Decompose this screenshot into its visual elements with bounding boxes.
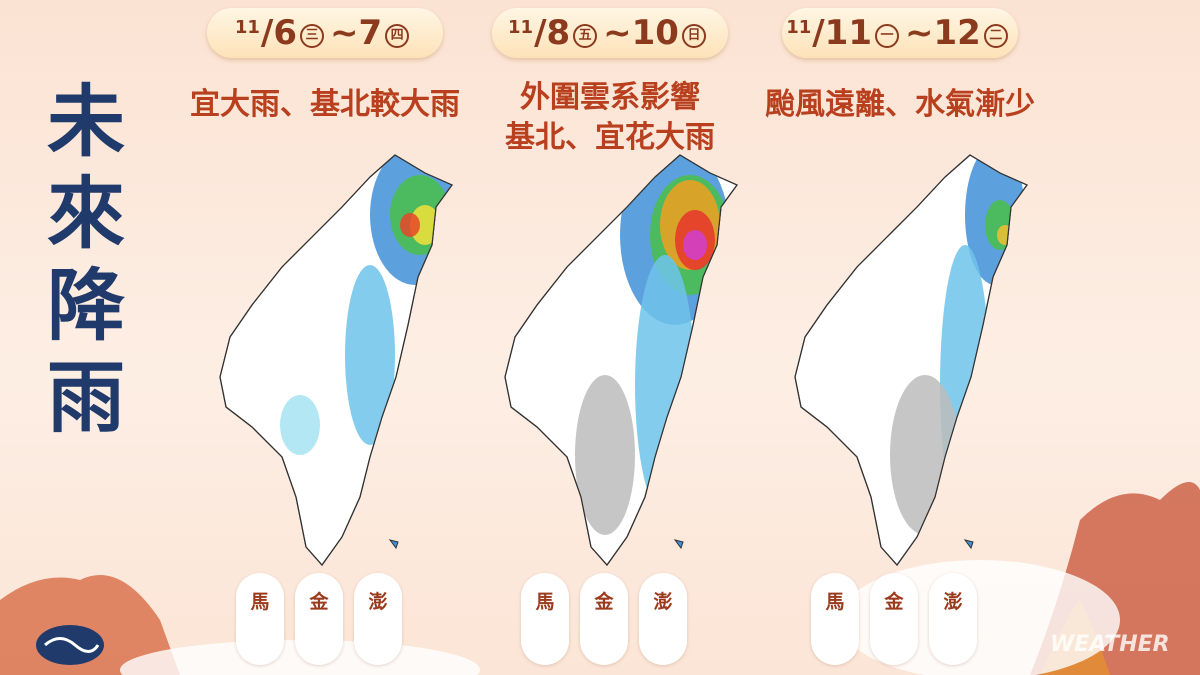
rain-area xyxy=(345,265,395,445)
date-end: ~10 xyxy=(603,13,679,53)
orchid-island xyxy=(963,539,974,550)
rain-area xyxy=(890,375,960,535)
rain-map xyxy=(219,154,453,566)
island-label: 馬 xyxy=(535,591,555,613)
rain-area xyxy=(683,230,707,260)
island-chip: 澎 xyxy=(354,573,402,665)
island-chip: 馬 xyxy=(811,573,859,665)
rain-area xyxy=(575,375,635,535)
date-start: /6 xyxy=(260,13,297,53)
headline: 宜大雨、基北較大雨 xyxy=(165,85,485,125)
date-pill: 11/6 三 ~7 四 xyxy=(207,8,443,58)
rain-map xyxy=(504,154,738,566)
island-label: 澎 xyxy=(653,591,673,613)
orchid-island xyxy=(388,539,399,550)
headline-line: 外圍雲系影響 xyxy=(520,80,700,115)
island-chip: 馬 xyxy=(521,573,569,665)
island-label: 金 xyxy=(884,591,904,613)
headline: 颱風遠離、水氣漸少 xyxy=(740,85,1060,125)
island-label: 馬 xyxy=(250,591,270,613)
date-month: 11 xyxy=(786,16,812,38)
island-chip: 澎 xyxy=(639,573,687,665)
main-title: 未來降雨 xyxy=(34,80,124,448)
island-chip: 馬 xyxy=(236,573,284,665)
date-month: 11 xyxy=(234,16,260,38)
date-start: /8 xyxy=(534,13,571,53)
rain-area xyxy=(997,225,1013,245)
rain-area xyxy=(400,213,420,237)
headline-line: 宜大雨、基北較大雨 xyxy=(190,87,460,122)
rain-area xyxy=(635,255,695,515)
island-label: 金 xyxy=(309,591,329,613)
island-label: 馬 xyxy=(825,591,845,613)
island-label: 澎 xyxy=(368,591,388,613)
island-label: 金 xyxy=(594,591,614,613)
headline-line: 基北、宜花大雨 xyxy=(505,120,715,155)
date-end: ~7 xyxy=(329,13,383,53)
headline-line: 颱風遠離、水氣漸少 xyxy=(765,87,1035,122)
orchid-island xyxy=(673,539,684,550)
island-chip: 金 xyxy=(870,573,918,665)
rain-map xyxy=(794,154,1028,566)
island-chip: 澎 xyxy=(929,573,977,665)
date-pill: 11/11 一 ~12 二 xyxy=(782,8,1018,58)
watermark: WEATHER xyxy=(1050,632,1170,657)
island-label: 澎 xyxy=(943,591,963,613)
date-weekday: 二 xyxy=(983,24,1008,48)
headline: 外圍雲系影響 基北、宜花大雨 xyxy=(450,78,770,158)
date-month: 11 xyxy=(508,16,534,38)
date-weekday: 五 xyxy=(573,24,598,48)
island-chip: 金 xyxy=(295,573,343,665)
date-start: /11 xyxy=(812,13,872,53)
island-chip: 金 xyxy=(580,573,628,665)
date-pill: 11/8 五 ~10 日 xyxy=(492,8,728,58)
date-end: ~12 xyxy=(904,13,981,53)
rain-area xyxy=(940,245,990,525)
date-weekday: 四 xyxy=(385,24,410,48)
date-weekday: 一 xyxy=(874,24,899,48)
date-weekday: 日 xyxy=(681,24,706,48)
logo xyxy=(36,625,104,665)
date-weekday: 三 xyxy=(299,24,324,48)
rain-area xyxy=(280,395,320,455)
